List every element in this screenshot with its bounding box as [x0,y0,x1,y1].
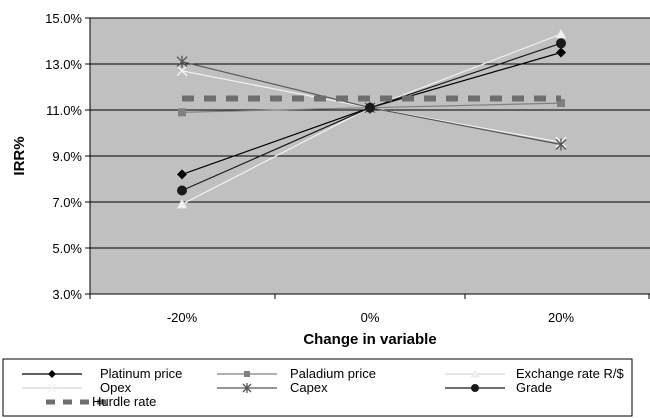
legend-item: Platinum price [22,366,182,381]
legend-label: Grade [516,380,552,395]
marker-diamond [48,370,56,378]
y-axis-title: IRR% [11,136,28,175]
y-tick-label: 9.0% [52,149,82,164]
y-tick-label: 15.0% [45,11,82,26]
legend-item: Capex [217,380,328,395]
series-group [176,28,567,209]
marker-triangle [176,198,188,209]
marker-star [176,55,188,68]
y-axis-ticks: 3.0% 5.0% 7.0% 9.0% 11.0% 13.0% 15.0% [45,11,90,302]
y-tick-label: 11.0% [46,103,82,118]
y-tick-label: 13.0% [45,57,82,72]
x-axis-ticks: -20% 0% 20% [89,294,650,325]
y-tick-label: 7.0% [52,195,82,210]
marker-circle [471,384,479,392]
legend-label: Capex [290,380,328,395]
marker-diamond [556,47,566,58]
y-tick-label: 5.0% [52,241,82,256]
x-axis-title: Change in variable [303,331,436,348]
legend-label: Exchange rate R/$ [516,366,624,381]
series-grade [177,38,566,196]
legend-item: Exchange rate R/$ [445,366,624,381]
marker-square [244,371,250,377]
legend: Platinum price Paladium price Exchange rat… [22,366,624,409]
marker-x [47,383,57,393]
marker-star [555,138,567,151]
marker-x [176,65,188,77]
x-tick-label: -20% [167,310,198,325]
marker-triangle [470,369,480,378]
legend-label: Paladium price [290,366,376,381]
legend-item: Opex [22,380,132,395]
y-tick-label: 3.0% [52,287,82,302]
marker-square [557,99,565,108]
marker-square [178,108,186,117]
marker-diamond [177,169,187,180]
legend-label: Hurdle rate [92,394,156,409]
legend-label: Platinum price [100,366,182,381]
marker-star [242,383,252,393]
legend-item: Grade [445,380,552,395]
marker-circle [177,185,187,196]
legend-item: Hurdle rate [46,394,156,409]
marker-circle [365,102,375,113]
marker-circle [556,38,566,49]
legend-label: Opex [100,380,132,395]
x-tick-label: 20% [548,310,574,325]
legend-box [2,358,633,417]
marker-triangle [555,28,567,39]
legend-item: Paladium price [217,366,376,381]
x-tick-label: 0% [361,310,380,325]
